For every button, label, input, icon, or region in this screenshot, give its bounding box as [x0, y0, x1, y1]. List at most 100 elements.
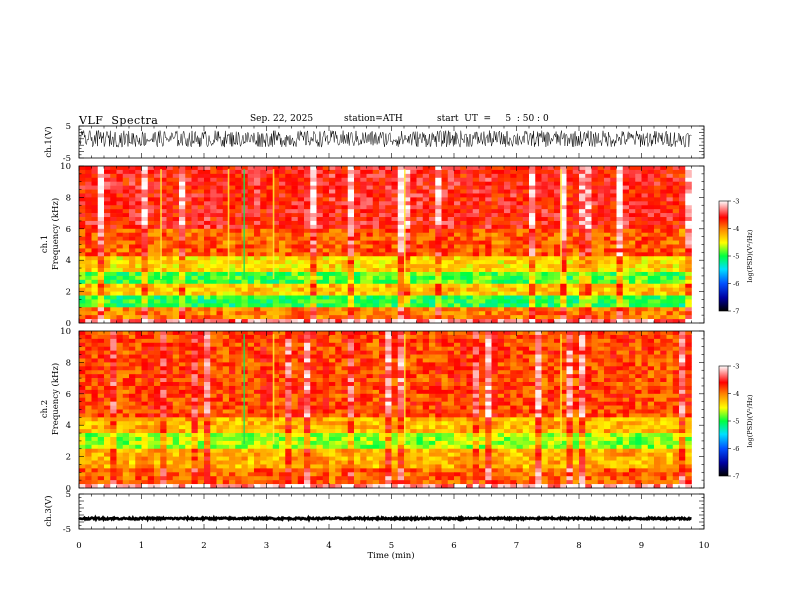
spectrogram-cell: [104, 268, 111, 273]
spectrogram-cell: [79, 315, 86, 320]
spectrogram-cell: [404, 220, 411, 226]
spectrogram-cell: [441, 264, 449, 269]
spectrogram-cell: [429, 358, 436, 363]
spectrogram-cell: [635, 181, 642, 186]
spectrogram-cell: [341, 264, 349, 269]
spectrogram-cell: [147, 252, 155, 257]
spectrogram-cell: [229, 220, 236, 226]
spectrogram-cell: [191, 236, 199, 241]
spectrogram-cell: [479, 268, 486, 273]
spectrogram-cell: [422, 350, 430, 355]
spectrogram-cell: [660, 307, 667, 312]
spectrogram-cell: [122, 264, 130, 269]
spectrogram-cell: [172, 201, 180, 206]
spectrogram-cell: [685, 232, 692, 237]
spectrogram-cell: [435, 232, 442, 237]
spectrogram-cell: [610, 236, 617, 241]
spectrogram-cell: [366, 342, 374, 347]
spectrogram-cell: [629, 213, 636, 218]
spectrogram-cell: [216, 338, 224, 344]
spectrogram-cell: [404, 334, 411, 340]
spectrogram-cell: [129, 354, 136, 359]
spectrogram-cell: [197, 224, 205, 230]
spectrogram-cell: [129, 166, 136, 171]
spectrogram-cell: [529, 338, 536, 344]
spectrogram-cell: [591, 268, 599, 273]
spectrogram-cell: [379, 279, 386, 285]
spectrogram-cell: [304, 275, 311, 281]
spectrogram-cell: [304, 303, 311, 308]
spectrogram-cell: [560, 217, 567, 222]
spectrogram-cell: [341, 209, 349, 214]
spectrogram-cell: [685, 181, 692, 186]
spectrogram-cell: [147, 350, 155, 355]
spectrogram-cell: [654, 181, 661, 186]
spectrogram-cell: [604, 209, 611, 214]
spectrogram-cell: [441, 252, 449, 257]
spectrogram-cell: [416, 205, 424, 210]
spectrogram-cell: [435, 299, 442, 304]
spectrogram-cell: [316, 213, 324, 218]
spectrogram-cell: [516, 185, 524, 190]
spectrogram-cell: [397, 228, 405, 234]
spectrogram-cell: [185, 275, 192, 281]
spectrogram-cell: [454, 354, 461, 359]
spectrogram-cell: [422, 291, 430, 296]
spectrogram-cell: [572, 252, 580, 257]
spectrogram-cell: [435, 358, 442, 363]
spectrogram-cell: [141, 201, 149, 206]
spectrogram-cell: [310, 275, 317, 281]
spectrogram-cell: [154, 213, 161, 218]
spectrogram-cell: [410, 197, 417, 202]
spectrogram-cell: [497, 244, 505, 249]
spectrogram-cell: [297, 291, 305, 296]
spectrogram-cell: [229, 248, 236, 253]
spectrogram-cell: [122, 275, 130, 281]
spectrogram-cell: [666, 346, 674, 351]
spectrogram-cell: [629, 338, 636, 344]
spectrogram-cell: [416, 209, 424, 214]
spectrogram-cell: [154, 220, 161, 226]
spectrogram-cell: [235, 173, 242, 179]
spectrogram-cell: [179, 319, 186, 324]
spectrogram-cell: [635, 252, 642, 257]
spectrogram-cell: [222, 256, 230, 261]
spectrogram-cell: [429, 319, 436, 324]
spectrogram-cell: [329, 232, 336, 237]
spectrogram-cell: [497, 224, 505, 230]
spectrogram-cell: [385, 315, 392, 320]
spectrogram-cell: [510, 220, 517, 226]
spectrogram-cell: [354, 189, 361, 194]
spectrogram-cell: [204, 354, 211, 359]
spectrogram-cell: [660, 350, 667, 355]
spectrogram-cell: [647, 244, 655, 249]
spectrogram-cell: [147, 307, 155, 312]
spectrogram-cell: [191, 209, 199, 214]
spectrogram-cell: [597, 240, 605, 245]
spectrogram-cell: [541, 240, 549, 245]
spectrogram-cell: [385, 197, 392, 202]
spectrogram-cell: [504, 283, 511, 288]
spectrogram-cell: [416, 217, 424, 222]
spectrogram-cell: [110, 205, 117, 210]
spectrogram-cell: [672, 205, 680, 210]
spectrogram-cell: [341, 228, 349, 234]
spectrogram-cell: [591, 287, 599, 292]
spectrogram-cell: [122, 166, 130, 171]
spectrogram-cell: [622, 358, 630, 363]
spectrogram-cell: [641, 197, 649, 202]
spectrogram-cell: [660, 166, 667, 171]
spectrogram-cell: [354, 232, 361, 237]
spectrogram-cell: [366, 213, 374, 218]
spectrogram-cell: [410, 220, 417, 226]
spectrogram-cell: [641, 177, 649, 182]
spectrogram-cell: [172, 177, 180, 182]
spectrogram-cell: [260, 319, 267, 324]
spectrogram-cell: [229, 307, 236, 312]
spectrogram-cell: [429, 217, 436, 222]
spectrogram-cell: [585, 236, 592, 241]
spectrogram-cell: [122, 342, 130, 347]
spectrogram-cell: [635, 185, 642, 190]
spectrogram-cell: [479, 315, 486, 320]
spectrogram-cell: [635, 358, 642, 363]
